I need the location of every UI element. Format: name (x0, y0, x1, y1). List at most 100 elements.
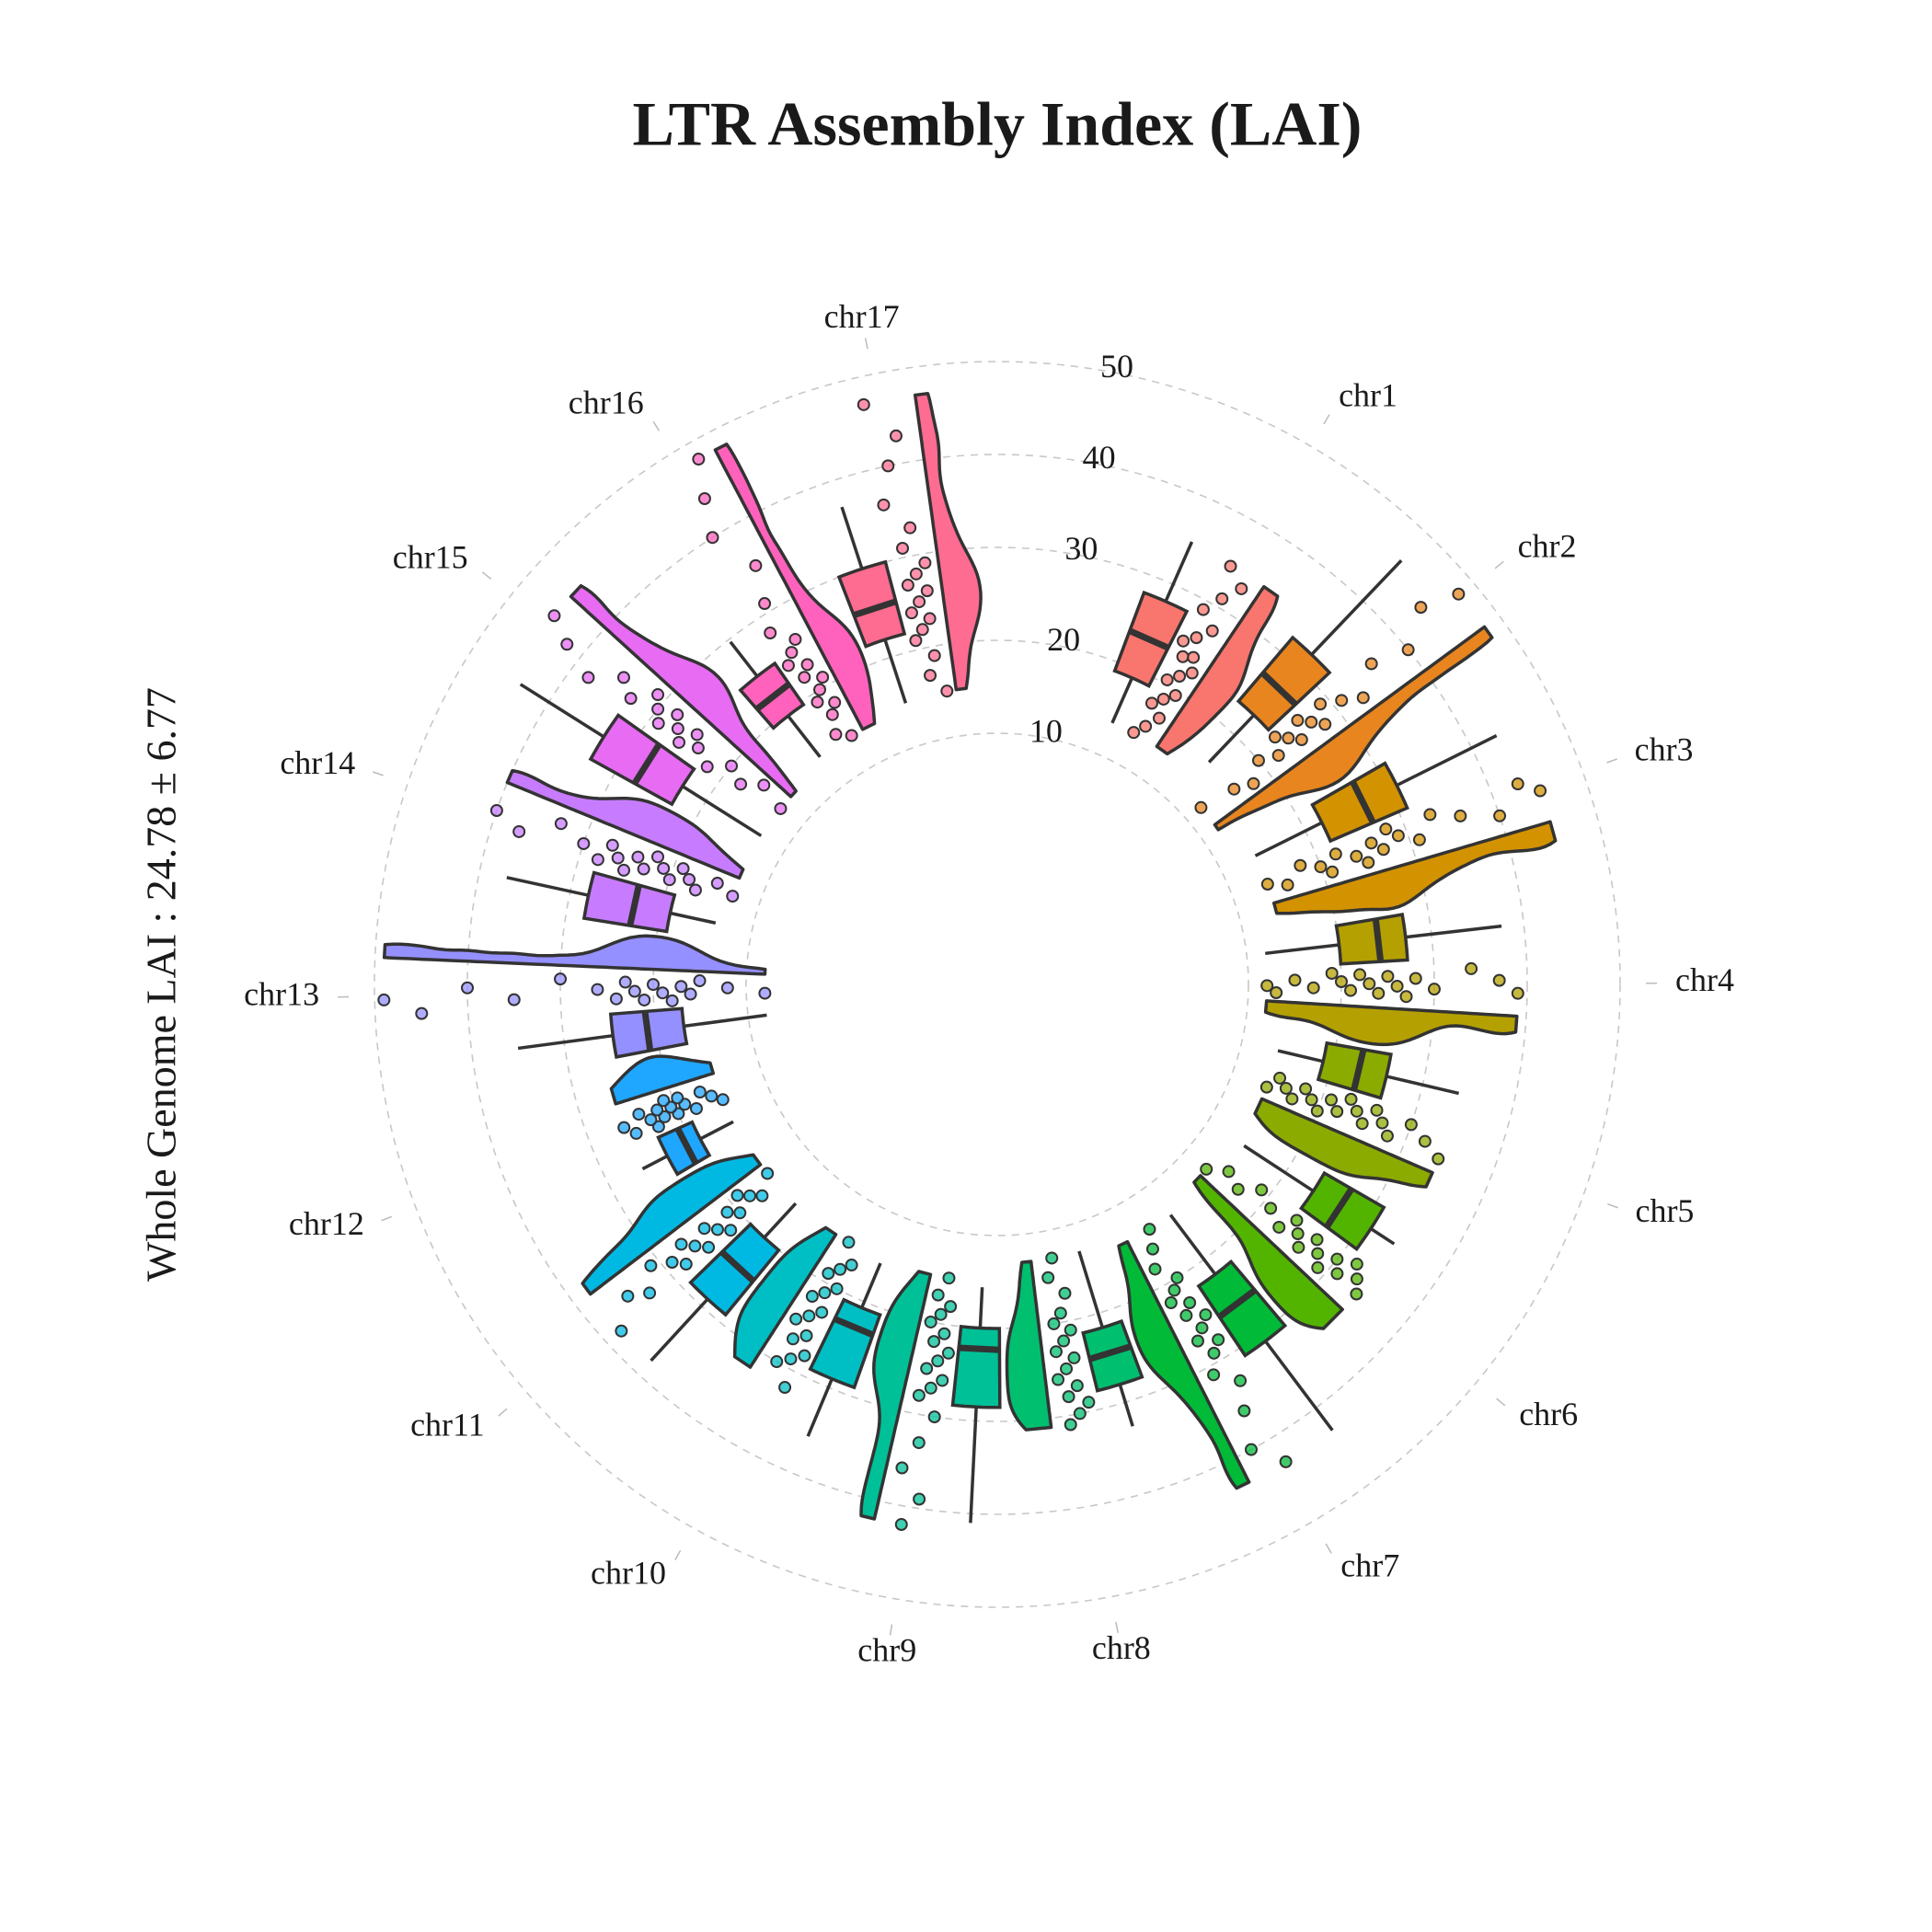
data-point (609, 992, 623, 1006)
data-point (920, 584, 934, 598)
data-point (616, 671, 630, 684)
whisker-lower (681, 785, 763, 837)
category-tick (1115, 1621, 1119, 1634)
data-point (778, 1381, 792, 1395)
whisker-upper (806, 1378, 834, 1437)
data-point (1144, 696, 1158, 710)
median-line (1324, 1187, 1355, 1229)
data-point (581, 671, 595, 684)
data-point (1375, 1116, 1389, 1130)
median-line (631, 742, 662, 786)
data-point (1511, 986, 1524, 1000)
data-point (733, 1206, 747, 1220)
category-group: chr7 (1117, 1213, 1399, 1584)
data-point (631, 850, 645, 864)
data-point (774, 801, 788, 815)
category-tick (889, 1624, 893, 1636)
data-point (554, 817, 568, 831)
category-group: chr12 (289, 1054, 734, 1242)
median-line (833, 1316, 875, 1339)
box (1236, 635, 1332, 732)
data-point (1207, 1368, 1221, 1382)
data-point (1259, 1080, 1273, 1094)
median-line (1372, 918, 1385, 962)
whisker-upper (1396, 734, 1498, 788)
data-point (1418, 1134, 1432, 1148)
data-point (1310, 1233, 1324, 1247)
whisker-lower (1265, 943, 1340, 956)
data-point (1493, 809, 1507, 822)
data-point (710, 877, 724, 891)
data-point (665, 1256, 679, 1270)
data-point (845, 729, 858, 742)
data-point (1251, 753, 1265, 767)
median-line (719, 1249, 756, 1284)
data-point (1260, 979, 1274, 993)
data-point (1325, 966, 1339, 980)
category-label: chr1 (1339, 377, 1397, 414)
box (836, 559, 907, 649)
data-point (1187, 650, 1201, 664)
data-point (1404, 1118, 1418, 1132)
data-point (676, 862, 690, 876)
data-point (674, 1237, 688, 1251)
data-point (1212, 1333, 1225, 1347)
data-point (1330, 1252, 1344, 1266)
data-point (1235, 581, 1248, 595)
box (808, 1297, 882, 1390)
data-point (1148, 1262, 1162, 1276)
data-point (830, 1282, 844, 1295)
data-point (734, 777, 748, 791)
data-point (591, 983, 604, 996)
category-group: chr14 (280, 744, 745, 934)
data-point (577, 836, 591, 850)
data-point (798, 671, 811, 684)
data-point (764, 626, 777, 639)
category-label: chr4 (1675, 961, 1734, 998)
data-point (1412, 833, 1426, 846)
data-point (512, 824, 526, 838)
category-tick (381, 1215, 393, 1222)
data-point (1222, 1165, 1236, 1179)
data-point (1344, 1092, 1358, 1106)
data-point (644, 1259, 658, 1272)
data-point (1271, 749, 1285, 763)
grid-circle (745, 732, 1249, 1236)
data-point (811, 696, 824, 709)
data-point (770, 1355, 784, 1369)
data-point (632, 1108, 646, 1121)
data-point (1281, 878, 1294, 891)
data-point (489, 803, 503, 817)
data-point (689, 1101, 703, 1115)
category-group: chr6 (1192, 1144, 1578, 1432)
data-point (784, 1352, 798, 1366)
whisker-lower (1254, 821, 1323, 857)
data-point (1164, 1295, 1178, 1309)
data-point (591, 853, 604, 867)
violin (1263, 999, 1519, 1047)
whisker-lower (699, 1120, 734, 1141)
data-point (1306, 981, 1320, 995)
data-point (1279, 1455, 1293, 1468)
data-point (1350, 849, 1363, 863)
category-tick (864, 338, 868, 350)
data-point (924, 1381, 937, 1395)
data-point (1194, 800, 1208, 814)
data-point (1170, 1271, 1184, 1284)
median-line (958, 1344, 1000, 1353)
whisker-lower (1207, 714, 1256, 764)
data-point (894, 1518, 908, 1532)
whisker-upper (1405, 924, 1502, 939)
category-label: chr2 (1518, 528, 1577, 565)
data-point (828, 696, 842, 709)
violin (581, 1153, 763, 1296)
y-tick-label: 50 (1100, 348, 1133, 385)
data-point (1294, 858, 1307, 872)
data-point (725, 759, 739, 773)
data-point (1334, 975, 1348, 989)
data-point (1379, 822, 1393, 836)
data-point (1227, 782, 1241, 796)
data-point (1299, 1082, 1313, 1096)
data-point (927, 1335, 941, 1349)
data-point (802, 1309, 816, 1323)
